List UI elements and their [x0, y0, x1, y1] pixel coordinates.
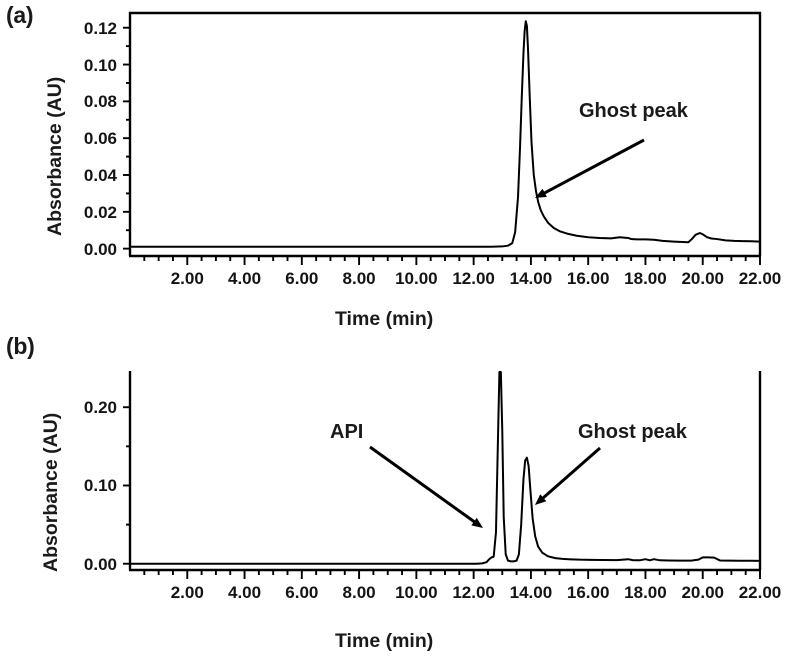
panel-a-plot — [123, 11, 762, 265]
x-tick-label: 8.00 — [342, 583, 376, 602]
x-tick-label: 10.00 — [395, 583, 438, 602]
chromatogram-trace — [130, 20, 760, 248]
x-tick-label: 10.00 — [395, 269, 438, 288]
x-tick-label: 6.00 — [285, 583, 319, 602]
y-tick-label: 0.10 — [83, 476, 117, 496]
x-tick-label: 4.00 — [227, 583, 262, 602]
panel-a-tag: (a) — [6, 2, 34, 28]
x-tick-label: 14.00 — [509, 269, 553, 288]
panel-b-plot — [123, 371, 762, 579]
y-tick-label: 0.04 — [83, 166, 117, 185]
annotation-arrow-shaft — [540, 446, 601, 501]
x-tick-label: 2.00 — [170, 583, 204, 602]
y-tick-label: 0.20 — [83, 398, 117, 418]
annotation-arrow-head — [535, 188, 547, 198]
y-tick-label: 0.08 — [83, 92, 117, 112]
x-tick-label: 16.00 — [566, 269, 610, 288]
panel-a-xlabel: Time (min) — [335, 308, 434, 330]
y-tick-label: 0.10 — [83, 55, 117, 75]
annotation-arrow-head — [535, 494, 547, 505]
x-tick-label: 12.00 — [452, 269, 495, 288]
x-tick-label: 6.00 — [285, 269, 319, 288]
x-tick-label: 2.00 — [170, 269, 204, 288]
x-tick-label: 8.00 — [342, 269, 376, 288]
y-tick-label: 0.12 — [83, 18, 117, 38]
panel-a: (a) Absorbance (AU) Time (min) Ghost pea… — [6, 2, 782, 330]
ghost-peak-annotation: Ghost peak — [578, 421, 687, 443]
x-tick-label: 14.00 — [509, 583, 553, 602]
api-annotation: API — [330, 421, 364, 443]
y-tick-label: 0.06 — [83, 129, 117, 149]
panel-b: (b) Absorbance (AU) Time (min) API Ghost… — [0, 330, 800, 665]
chromatogram-trace — [130, 371, 760, 565]
x-tick-label: 22.00 — [738, 583, 782, 602]
y-tick-label: 0.00 — [83, 239, 117, 259]
y-tick-label: 0.00 — [83, 554, 117, 574]
annotation-arrow-head — [471, 517, 483, 528]
x-tick-label: 20.00 — [681, 583, 724, 602]
x-tick-label: 22.00 — [738, 269, 782, 288]
panel-b-tag: (b) — [6, 333, 35, 359]
ghost-peak-annotation: Ghost peak — [579, 100, 688, 122]
x-tick-label: 12.00 — [452, 583, 495, 602]
panel-b-xlabel: Time (min) — [335, 630, 434, 652]
x-tick-label: 18.00 — [624, 583, 667, 602]
x-tick-label: 20.00 — [681, 269, 724, 288]
y-tick-label: 0.02 — [83, 202, 117, 222]
x-tick-label: 4.00 — [227, 269, 262, 288]
annotation-arrow-shaft — [369, 445, 477, 524]
x-tick-label: 18.00 — [624, 269, 667, 288]
annotation-arrow-shaft — [542, 138, 645, 196]
x-tick-label: 16.00 — [566, 583, 610, 602]
